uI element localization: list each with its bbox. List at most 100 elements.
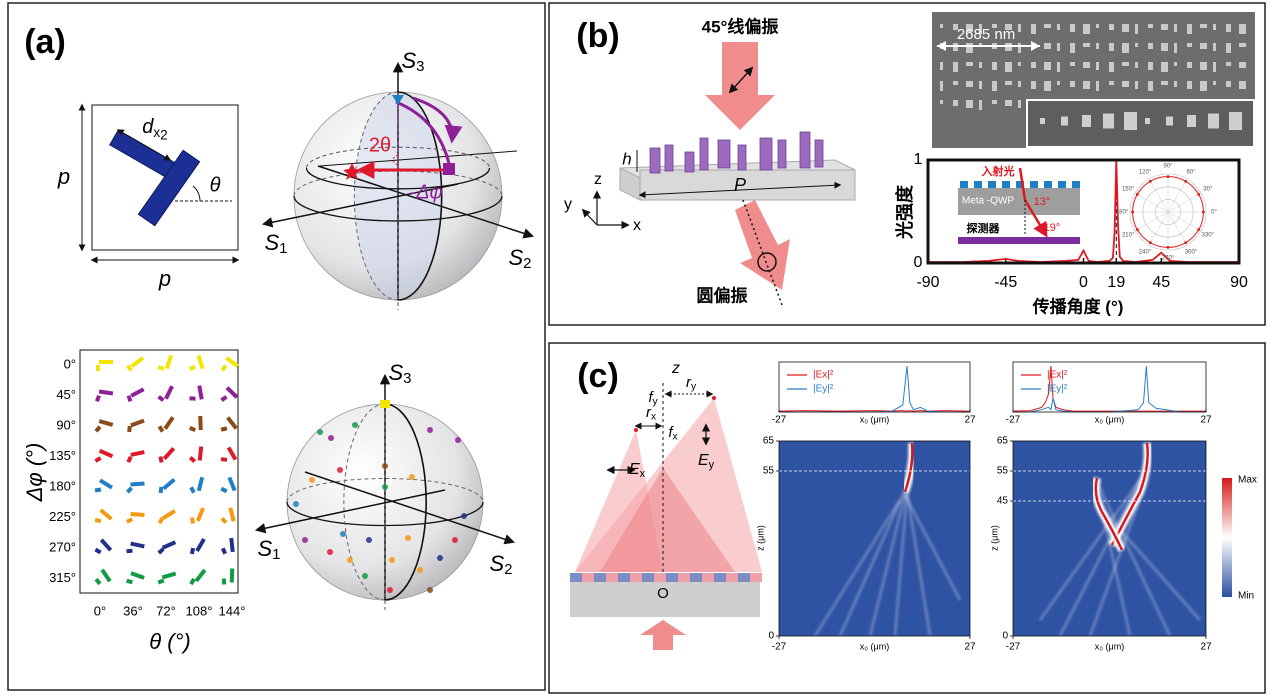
sem-feature [1005, 81, 1012, 85]
sem-feature [1174, 43, 1177, 53]
sem-feature [1124, 112, 1137, 130]
rod-long [229, 537, 235, 553]
sem-feature [1018, 43, 1021, 53]
sem-feature [1239, 62, 1246, 68]
meta-unit [726, 573, 738, 582]
dimension-line [638, 181, 842, 199]
sem-feature [1005, 62, 1012, 72]
rod-long [130, 481, 145, 487]
sem-feature [1044, 24, 1051, 28]
sem-feature [1187, 81, 1192, 89]
latitude [305, 167, 491, 190]
polar-spoke [1167, 178, 1188, 213]
field-streak [813, 499, 902, 637]
output-beam [735, 200, 790, 290]
sem-feature [1161, 43, 1168, 51]
height-label: h [622, 149, 631, 168]
label-main: d [142, 116, 154, 138]
panel-c-frame [548, 342, 1266, 694]
label-main: f [648, 389, 654, 406]
x-tick-label: 19 [1107, 274, 1125, 291]
sem-feature [1148, 62, 1153, 70]
rod-short [220, 516, 228, 525]
sem-feature [1239, 24, 1246, 34]
label-main: r [646, 404, 652, 421]
rod-short [220, 364, 228, 372]
rod-short [158, 486, 164, 494]
meridian-back [343, 403, 386, 601]
polar-spoke [1148, 178, 1169, 213]
label-subscript: x [640, 468, 646, 480]
rod-long [98, 448, 114, 459]
rod-long [130, 418, 145, 428]
rod-short [157, 425, 165, 433]
polarization-state [427, 587, 433, 593]
rod-long [130, 356, 145, 368]
meta-unit [738, 573, 750, 582]
rod-short [158, 456, 164, 463]
meridian [397, 91, 443, 301]
sem-feature [1082, 115, 1091, 127]
sem-feature [1061, 116, 1068, 126]
detector [958, 237, 1080, 244]
star-marker [343, 163, 361, 180]
field-streak [838, 489, 907, 637]
x-tick-label: 27 [1200, 415, 1212, 426]
sem-feature [1161, 81, 1168, 85]
origin-label: O [657, 585, 669, 602]
s1-axis [254, 489, 446, 534]
rod-long [98, 389, 114, 396]
polarization-state [427, 427, 433, 433]
meta-unit [1044, 181, 1052, 188]
label-main: r [686, 374, 692, 391]
sem-feature [1187, 43, 1192, 47]
rod-long [225, 386, 239, 399]
polar-spoke [1167, 211, 1188, 246]
y-tick-label: 65 [997, 436, 1009, 447]
rod-short [189, 396, 196, 401]
x-axis-title: 传播角度 (°) [1032, 296, 1124, 316]
rod-short [157, 395, 165, 402]
sem-feature [1040, 118, 1045, 124]
axis-arrow [581, 208, 598, 226]
x-tick-label: 27 [964, 642, 976, 653]
field-streak [868, 469, 913, 637]
rod-short [126, 548, 133, 554]
x-axis-title: x₀ (μm) [860, 414, 889, 424]
rod-short [94, 518, 102, 523]
sem-feature [1103, 113, 1114, 129]
meta-unit [1058, 181, 1066, 188]
sem-feature [940, 81, 943, 91]
sem-feature [1213, 24, 1216, 30]
x-tick-label: 90 [1230, 274, 1248, 291]
sem-feature [992, 62, 997, 70]
sem-feature [1096, 62, 1099, 70]
pole-marker [392, 95, 404, 105]
rod-long [163, 416, 175, 430]
sem-feature [1135, 24, 1138, 34]
azimuth-arrow [412, 96, 463, 144]
incident-beam [640, 620, 686, 650]
focal-point [634, 428, 638, 432]
focus-core [1094, 477, 1124, 551]
polarization-state [461, 513, 467, 519]
polarization-state [455, 437, 461, 443]
label-main: E [629, 461, 640, 478]
rod-short [157, 516, 165, 525]
polarization-state [327, 549, 333, 555]
sem-feature [1096, 43, 1099, 49]
polar-label: 270° [1162, 256, 1175, 262]
polar-arc [395, 100, 452, 169]
sem-feature [1226, 62, 1231, 66]
label-subscript: y [691, 381, 697, 392]
scale-arrowhead [1031, 41, 1040, 51]
polarization-state [340, 531, 346, 537]
x-tick-label: -27 [1006, 642, 1021, 653]
label-main: S [489, 551, 504, 576]
sem-feature [979, 100, 982, 110]
rod-short [189, 486, 196, 494]
sem-feature [1109, 43, 1114, 51]
meridian [384, 403, 427, 601]
pillar [664, 144, 674, 172]
sem-feature [1018, 81, 1021, 87]
